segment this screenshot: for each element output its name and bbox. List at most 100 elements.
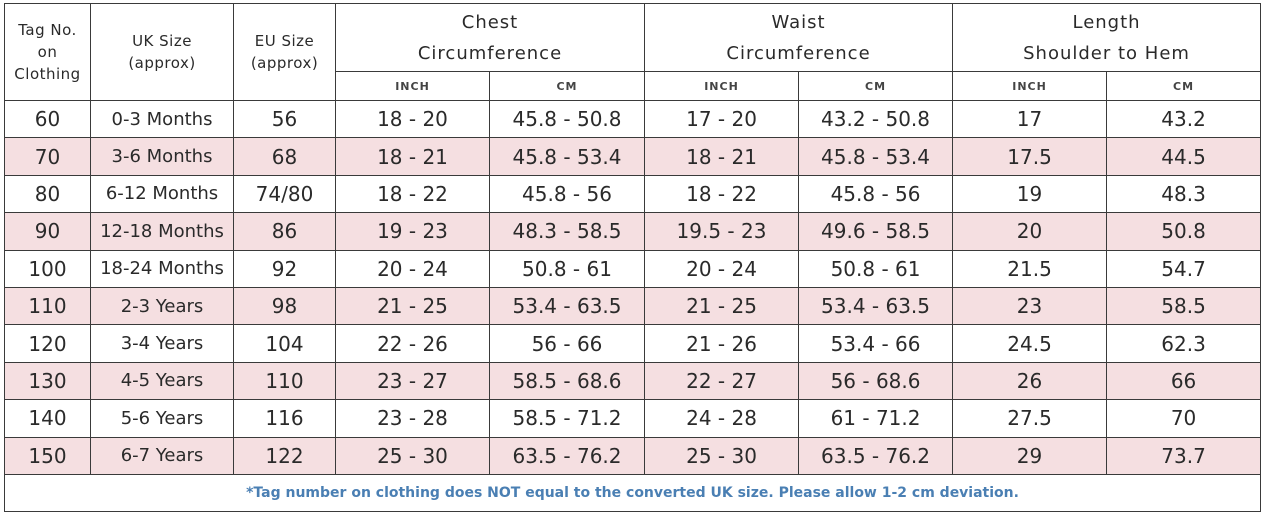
table-cell: 2-3 Years [90, 286, 234, 326]
table-cell: 18 - 21 [644, 137, 800, 176]
table-cell: 20 - 24 [644, 249, 800, 288]
footnote: *Tag number on clothing does NOT equal t… [3, 473, 1262, 512]
table-cell: 12-18 Months [90, 212, 234, 251]
table-cell: 24 - 28 [644, 399, 800, 438]
table-cell: 6-12 Months [90, 174, 234, 214]
table-cell: 54.7 [1106, 249, 1262, 288]
table-cell: 53.4 - 63.5 [488, 286, 646, 326]
data-row: 120 3-4 Years 104 22 - 26 56 - 66 21 - 26 53.4… [4, 324, 1262, 363]
size-chart: Tag No. on Clothing UK Size (approx) EU Size (… [3, 3, 1262, 512]
header-row: Tag No. on Clothing UK Size (approx) EU Size (… [4, 3, 1262, 101]
header-line: Circumference [417, 42, 563, 64]
column-header: Tag No. on Clothing [4, 3, 91, 101]
table-cell: 3-6 Months [90, 137, 234, 176]
column-header: UK Size (approx) [90, 3, 234, 101]
table-cell: 50.8 - 61 [798, 249, 954, 288]
table-cell: 22 - 27 [644, 361, 800, 401]
table-cell: 19 [952, 174, 1108, 214]
header-line: (approx) [250, 54, 319, 72]
table-cell: 92 [233, 249, 336, 288]
data-row: 70 3-6 Months 68 18 - 21 45.8 - 53.4 18 - 21 4… [4, 137, 1262, 176]
table-cell: 66 [1106, 361, 1262, 401]
table-cell: 116 [233, 399, 336, 438]
table-cell: 25 - 30 [335, 436, 490, 475]
header-line: EU Size [254, 32, 315, 50]
footnote-row: *Tag number on clothing does NOT equal t… [3, 473, 1262, 512]
table-cell: 3-4 Years [90, 324, 234, 363]
table-cell: 23 - 28 [335, 399, 490, 438]
table-cell: 63.5 - 76.2 [488, 436, 646, 475]
size-table: Tag No. on Clothing UK Size (approx) EU Size (… [3, 3, 1262, 512]
header-line: UK Size [132, 32, 192, 50]
table-cell: 48.3 [1106, 174, 1262, 214]
table-cell: 18 - 21 [335, 137, 490, 176]
subheader-row: INCH CM INCH CM INCH CM [5, 71, 1262, 101]
table-cell: 110 [4, 286, 91, 326]
table-cell: 70 [1106, 399, 1262, 438]
header-line: Chest [461, 11, 519, 33]
table-cell: 27.5 [952, 399, 1108, 438]
table-cell: 74/80 [233, 174, 336, 214]
table-cell: 43.2 - 50.8 [798, 99, 954, 139]
table-cell: 29 [952, 436, 1108, 475]
table-cell: 17.5 [952, 137, 1108, 176]
table-cell: 68 [233, 137, 336, 176]
table-cell: 45.8 - 56 [798, 174, 954, 214]
data-row: 130 4-5 Years 110 23 - 27 58.5 - 68.6 22 - 27… [4, 361, 1262, 401]
table-cell: 45.8 - 50.8 [488, 99, 646, 139]
table-cell: 24.5 [952, 324, 1108, 363]
table-cell: 130 [4, 361, 91, 401]
table-cell: 45.8 - 53.4 [488, 137, 646, 176]
table-cell: 63.5 - 76.2 [798, 436, 954, 475]
table-cell: 18-24 Months [90, 249, 234, 288]
table-cell: 58.5 - 68.6 [488, 361, 646, 401]
header-line: Tag No. [18, 21, 77, 39]
table-cell: 18 - 22 [335, 174, 490, 214]
header-line: Length [1072, 11, 1141, 33]
table-cell: 0-3 Months [90, 99, 234, 139]
table-cell: 53.4 - 63.5 [798, 286, 954, 326]
table-cell: 80 [4, 174, 91, 214]
table-cell: 21 - 25 [335, 286, 490, 326]
table-cell: 18 - 22 [644, 174, 800, 214]
header-line: Circumference [726, 42, 871, 64]
table-cell: 20 [952, 212, 1108, 251]
table-cell: 53.4 - 66 [798, 324, 954, 363]
table-cell: 150 [4, 436, 91, 475]
table-cell: 56 - 68.6 [798, 361, 954, 401]
table-cell: 19 - 23 [335, 212, 490, 251]
table-cell: 61 - 71.2 [798, 399, 954, 438]
table-cell: 48.3 - 58.5 [488, 212, 646, 251]
unit-header: CM [488, 71, 646, 101]
table-cell: 4-5 Years [90, 361, 234, 401]
table-cell: 45.8 - 53.4 [798, 137, 954, 176]
table-cell: 23 - 27 [335, 361, 490, 401]
table-cell: 49.6 - 58.5 [798, 212, 954, 251]
table-cell: 43.2 [1106, 99, 1262, 139]
data-row: 150 6-7 Years 122 25 - 30 63.5 - 76.2 25 - 30… [4, 436, 1262, 475]
table-cell: 17 [952, 99, 1108, 139]
group-header: Waist Circumference [644, 3, 954, 72]
unit-header: CM [798, 71, 954, 101]
header-line: Waist [771, 11, 826, 33]
data-row: 140 5-6 Years 116 23 - 28 58.5 - 71.2 24 - 28… [4, 399, 1262, 438]
table-cell: 86 [233, 212, 336, 251]
table-cell: 22 - 26 [335, 324, 490, 363]
column-header: EU Size (approx) [233, 3, 336, 101]
header-line: Shoulder to Hem [1023, 42, 1190, 64]
table-cell: 58.5 - 71.2 [488, 399, 646, 438]
table-cell: 44.5 [1106, 137, 1262, 176]
table-cell: 90 [4, 212, 91, 251]
data-row: 90 12-18 Months 86 19 - 23 48.3 - 58.5 19.5 -… [4, 212, 1262, 251]
header-line: Clothing [14, 65, 81, 83]
header-line: (approx) [128, 54, 196, 72]
table-cell: 56 [233, 99, 336, 139]
table-cell: 70 [4, 137, 91, 176]
table-cell: 58.5 [1106, 286, 1262, 326]
table-cell: 19.5 - 23 [644, 212, 800, 251]
table-cell: 18 - 20 [335, 99, 490, 139]
table-cell: 6-7 Years [90, 436, 234, 475]
table-cell: 23 [952, 286, 1108, 326]
table-cell: 21.5 [952, 249, 1108, 288]
data-row: 110 2-3 Years 98 21 - 25 53.4 - 63.5 21 - 25 5… [4, 286, 1262, 326]
